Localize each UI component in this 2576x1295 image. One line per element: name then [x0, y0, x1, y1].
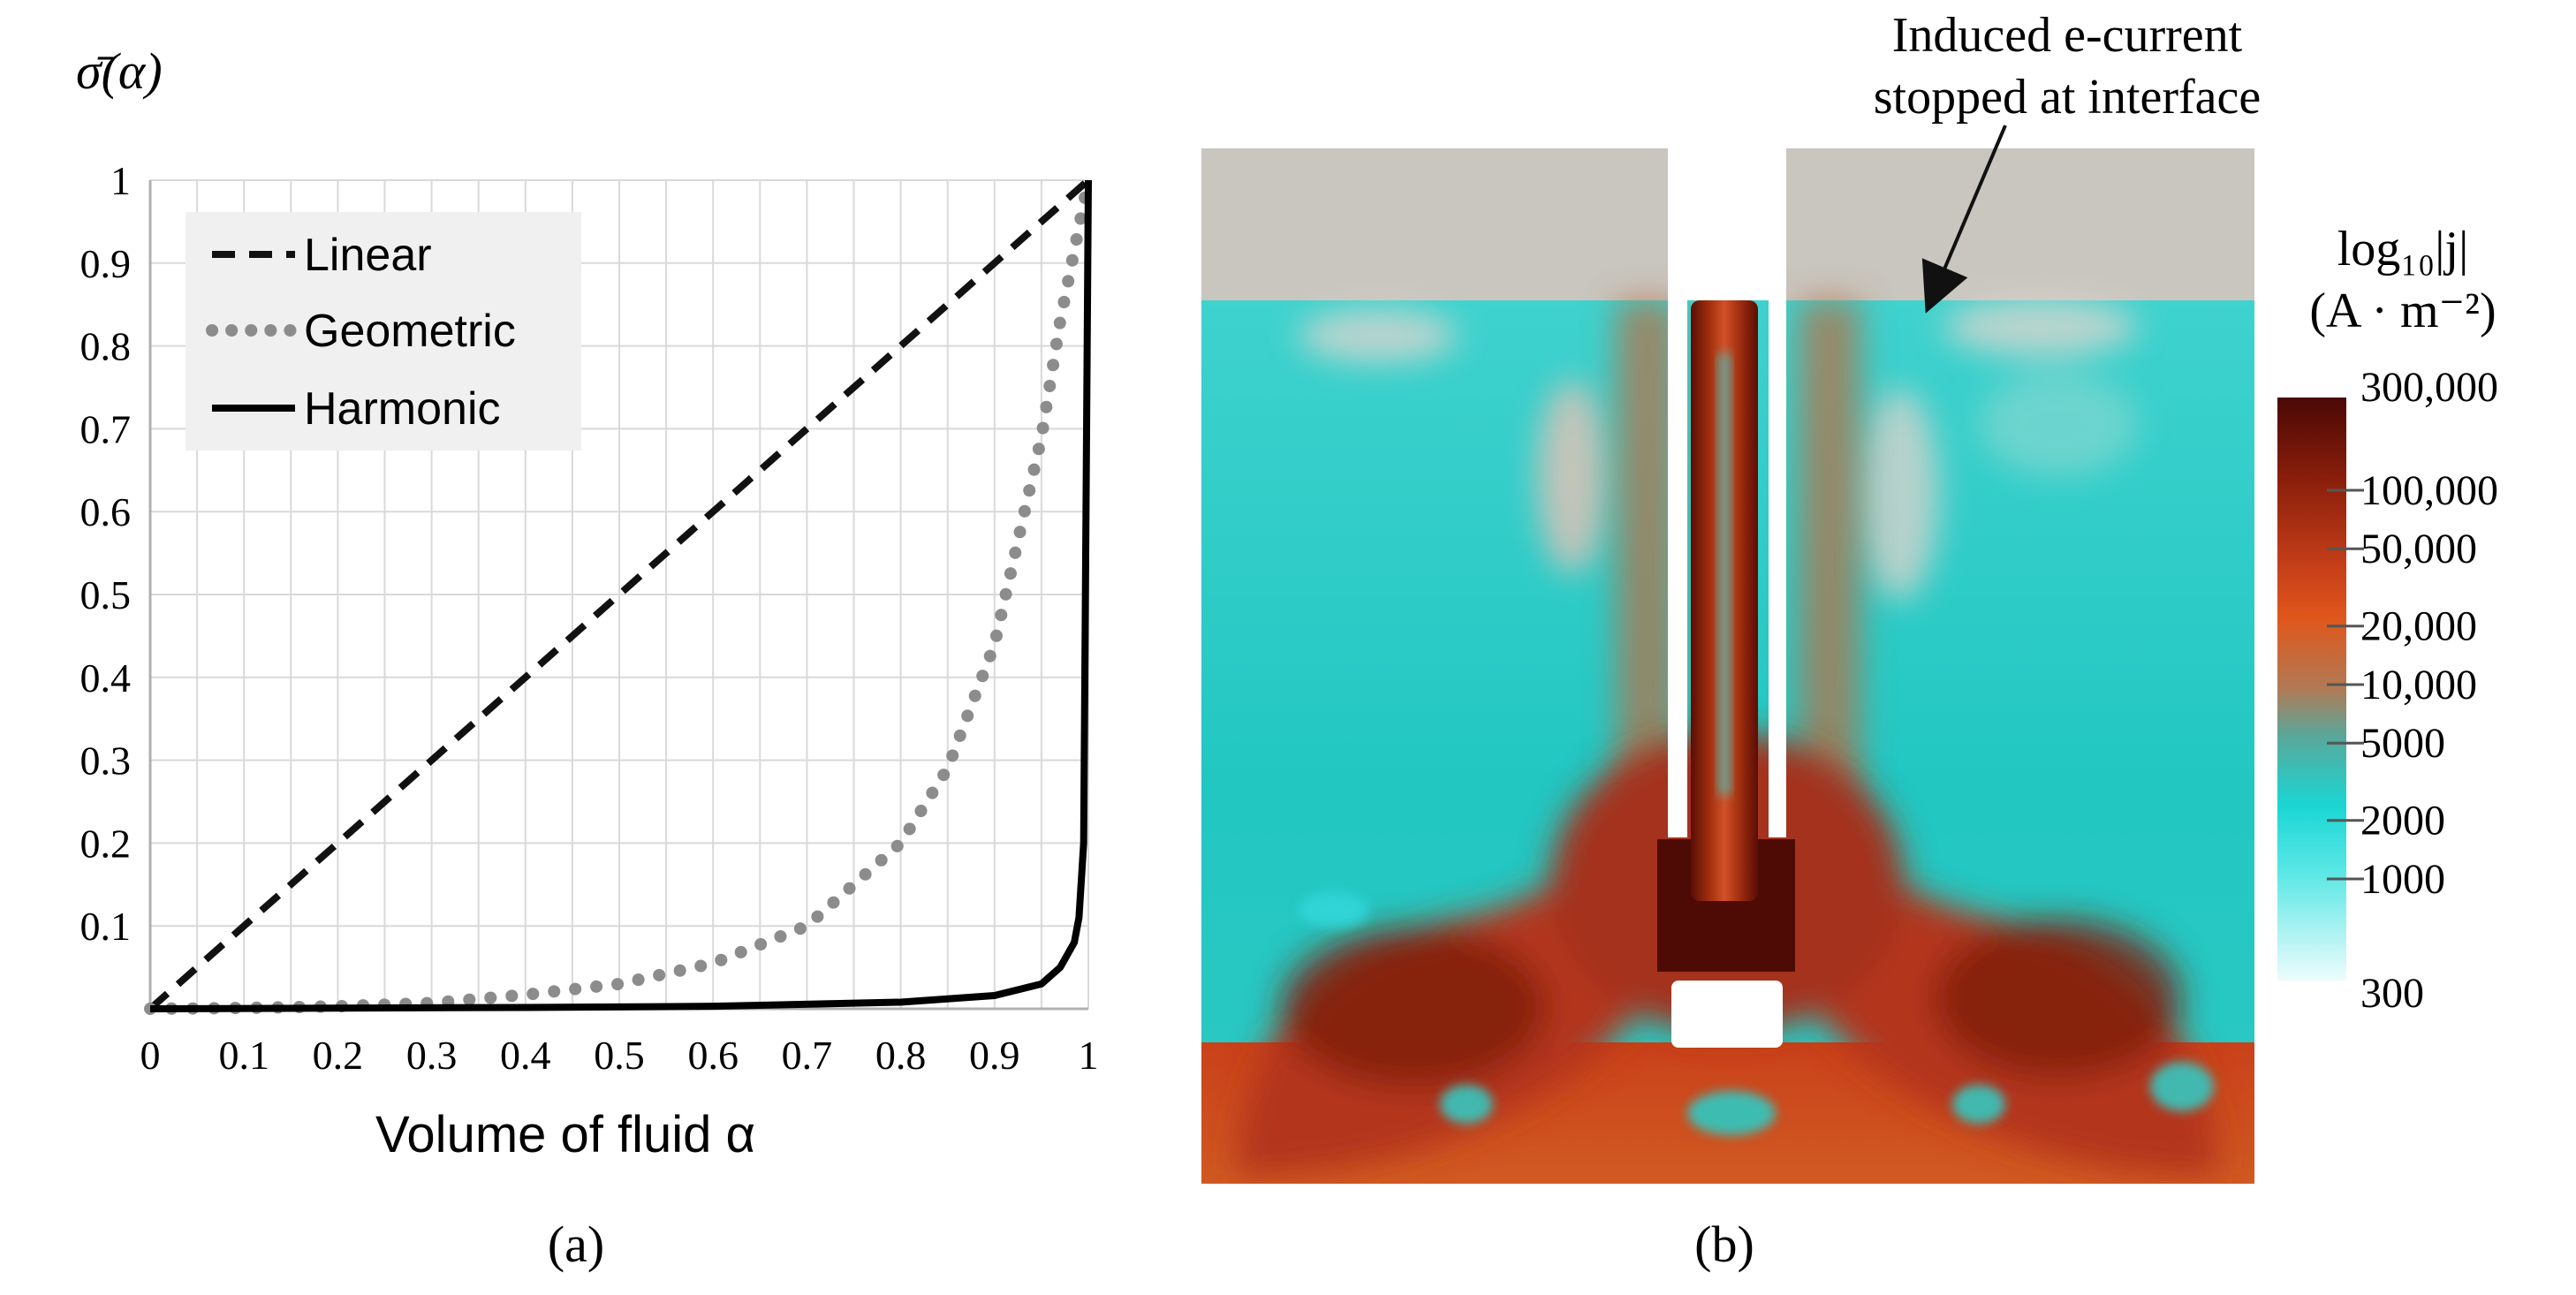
panel-label-a: (a) — [548, 1215, 604, 1273]
y-tick-label: 0.5 — [80, 572, 132, 617]
electrode-gap-right — [1769, 148, 1786, 837]
y-tick-label: 0.3 — [80, 738, 132, 784]
legend-entry-harmonic: Harmonic — [304, 383, 501, 435]
colorbar-tick-label: 20,000 — [2360, 603, 2477, 650]
colorbar-title-line2: (A · m⁻²) — [2309, 284, 2496, 338]
legend-entry-geometric: Geometric — [304, 306, 516, 357]
series-linear — [148, 178, 1091, 1011]
colorbar-ticks: 300,000 100,000 50,000 20,000 10,000 5000 2000… — [2327, 364, 2498, 1017]
y-tick-label: 0.9 — [80, 241, 132, 286]
x-tick-label: 0.3 — [406, 1033, 458, 1078]
y-tick-label: 0.7 — [80, 406, 132, 451]
x-tick-label: 0 — [140, 1033, 161, 1078]
x-tick-label: 0.7 — [782, 1033, 833, 1078]
colorbar-tick-label: 300 — [2360, 970, 2424, 1017]
series-harmonic — [149, 179, 1092, 1012]
colorbar-tick-label: 10,000 — [2360, 662, 2477, 708]
colorbar-tick-label: 50,000 — [2360, 526, 2477, 572]
annotation-arrow — [1921, 125, 2007, 314]
annotation-line1: Induced e-current — [1892, 8, 2243, 63]
heatmap-b — [1201, 148, 2254, 1184]
colorbar-tick-label: 2000 — [2360, 798, 2445, 844]
x-tick-label: 0.6 — [687, 1033, 739, 1078]
y-tick-label: 0.4 — [80, 655, 132, 701]
colorbar: log₁₀|j| (A · m⁻²) 300,000 100,000 50,000 2… — [2277, 222, 2498, 1017]
y-tick-label: 0.8 — [80, 324, 132, 369]
x-tick-label: 0.5 — [594, 1033, 645, 1078]
colorbar-tick-label: 100,000 — [2360, 467, 2498, 514]
y-tick-label: 0.6 — [80, 489, 132, 534]
colorbar-tick-label: 5000 — [2360, 720, 2445, 767]
y-tick-label: 1 — [110, 158, 131, 203]
colorbar-tick-label: 1000 — [2360, 856, 2445, 903]
x-tick-label: 1 — [1079, 1033, 1099, 1078]
chart-a-y-axis-label: σ̄(α) — [76, 42, 163, 100]
x-tick-label: 0.1 — [218, 1033, 269, 1078]
y-tick-label: 0.2 — [80, 821, 132, 866]
colorbar-gradient — [2277, 398, 2346, 981]
chart-a-tick-labels: 0 0.1 0.2 0.3 0.4 0.5 0.6 0.7 0.8 0.9 1 0.1 0.2 0.3 0.… — [80, 158, 1099, 1078]
x-tick-label: 0.2 — [313, 1033, 364, 1078]
electrode-gap-left — [1668, 148, 1687, 837]
chart-a-series — [144, 174, 1095, 1015]
series-geometric — [144, 174, 1095, 1015]
panel-label-b: (b) — [1694, 1215, 1754, 1273]
x-tick-label: 0.9 — [969, 1033, 1020, 1078]
chart-a-x-axis-label: Volume of fluid α — [375, 1106, 755, 1163]
colorbar-tick-label: 300,000 — [2360, 364, 2498, 411]
x-tick-label: 0.8 — [875, 1033, 927, 1078]
x-tick-label: 0.4 — [500, 1033, 551, 1078]
y-tick-label: 0.1 — [80, 904, 132, 949]
chart-a: 0 0.1 0.2 0.3 0.4 0.5 0.6 0.7 0.8 0.9 1 0.1 0.2 0.3 0.… — [76, 42, 1099, 1163]
electrode-gap-bottom — [1671, 981, 1783, 1048]
legend-entry-linear: Linear — [304, 230, 432, 281]
annotation-line2: stopped at interface — [1874, 70, 2261, 125]
colorbar-title-line1: log₁₀|j| — [2337, 222, 2469, 276]
chart-a-legend: Linear Geometric Harmonic — [186, 212, 581, 451]
